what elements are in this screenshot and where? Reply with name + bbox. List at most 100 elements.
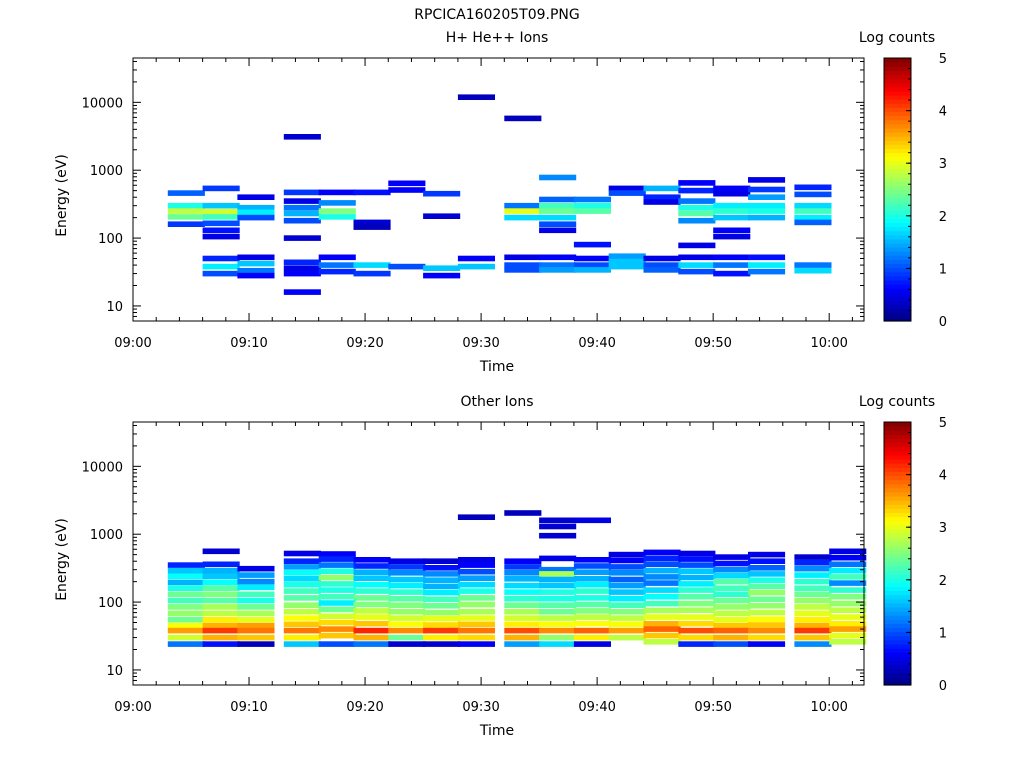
heatmap-cell [202, 573, 240, 580]
colorbar-tick-label: 5 [939, 52, 947, 67]
heatmap-cell [748, 558, 786, 564]
colorbar-tick-label: 0 [939, 315, 947, 330]
heatmap-cell [167, 627, 205, 634]
heatmap-cell [608, 608, 646, 615]
heatmap-cell [608, 627, 646, 634]
heatmap-cell [573, 614, 611, 620]
heatmap-cell [794, 578, 832, 585]
heatmap-cell [539, 615, 577, 621]
heatmap-cell [794, 191, 832, 198]
colorbar-segment [884, 565, 911, 571]
heatmap-cell [748, 589, 786, 596]
heatmap-cell [794, 572, 832, 578]
heatmap-cell [713, 572, 751, 579]
colorbar-segment [884, 103, 911, 108]
colorbar-label: Log counts [859, 30, 935, 46]
colorbar-segment [884, 308, 911, 314]
heatmap-cell [202, 214, 240, 220]
y-tick-label: 10 [106, 300, 123, 315]
heatmap-cell [829, 574, 867, 580]
x-axis-label: Time [479, 723, 514, 739]
heatmap-cell [237, 641, 275, 647]
heatmap-cell [829, 600, 867, 607]
heatmap-cell [423, 615, 461, 622]
heatmap-cell [678, 620, 716, 627]
x-tick-label: 09:20 [346, 336, 383, 351]
colorbar-segment [884, 238, 911, 244]
heatmap-cell [423, 571, 461, 577]
heatmap-cell [423, 190, 461, 197]
heatmap-cell [643, 632, 681, 639]
colorbar-segment [884, 62, 911, 67]
heatmap-cell [573, 208, 611, 214]
heatmap-cell [573, 563, 611, 569]
heatmap-cell [573, 627, 611, 634]
heatmap-cell [713, 202, 751, 209]
heatmap-cell [573, 267, 611, 273]
heatmap-cell [283, 595, 321, 601]
heatmap-cell [202, 263, 240, 270]
colorbar-segment [884, 438, 911, 444]
heatmap-cell [608, 190, 646, 196]
heatmap-cell [748, 583, 786, 590]
colorbar-segment [884, 446, 911, 452]
colorbar-segment [884, 230, 911, 236]
heatmap-cell [457, 94, 495, 100]
heatmap-cell [283, 634, 321, 641]
heatmap-cell [283, 259, 321, 266]
heatmap-cell [539, 262, 577, 268]
colorbar-segment [884, 218, 911, 223]
colorbar-segment [884, 267, 911, 273]
heatmap-cell [713, 604, 751, 610]
heatmap-cell [713, 233, 751, 240]
colorbar-tick-label: 1 [939, 626, 947, 641]
colorbar-segment [884, 590, 911, 596]
colorbar-segment [884, 569, 911, 575]
heatmap-cell [388, 615, 426, 621]
heatmap-cell [388, 634, 426, 641]
heatmap-cell [539, 595, 577, 602]
heatmap-cell [539, 621, 577, 628]
heatmap-cell [539, 227, 577, 234]
colorbar-segment [884, 450, 911, 456]
heatmap-cell [423, 583, 461, 590]
colorbar-segment [884, 255, 911, 260]
heatmap-cell [794, 627, 832, 634]
heatmap-cell [202, 567, 240, 574]
colorbar-segment [884, 458, 911, 464]
colorbar-segment [884, 90, 911, 96]
colorbar-segment [884, 491, 911, 497]
heatmap-cell [504, 202, 542, 209]
heatmap-cell [573, 581, 611, 588]
colorbar-segment [884, 292, 911, 297]
heatmap-cell [539, 576, 577, 583]
heatmap-cell [202, 220, 240, 227]
heatmap-cell [202, 548, 240, 555]
colorbar-segment [884, 296, 911, 302]
heatmap-cell [283, 641, 321, 647]
heatmap-cell [283, 204, 321, 211]
heatmap-cell [539, 202, 577, 209]
colorbar-segment [884, 234, 911, 240]
heatmap-cell [748, 214, 786, 221]
heatmap-cell [457, 575, 495, 581]
heatmap-cell [678, 574, 716, 581]
colorbar-segment [884, 500, 911, 505]
colorbar-segment [884, 676, 911, 682]
colorbar-tick-label: 0 [939, 679, 947, 694]
chart-title: H+ He++ Ions [446, 30, 549, 46]
heatmap-cell [167, 604, 205, 610]
heatmap-cell [713, 554, 751, 560]
heatmap-cell [167, 208, 205, 214]
heatmap-cell [794, 219, 832, 226]
heatmap-cell [794, 214, 832, 221]
heatmap-cell [353, 189, 391, 196]
heatmap-cell [237, 260, 275, 267]
colorbar-segment [884, 115, 911, 121]
colorbar-segment [884, 173, 911, 178]
heatmap-cell [794, 208, 832, 214]
heatmap-cell [713, 560, 751, 567]
heatmap-cell [608, 576, 646, 583]
